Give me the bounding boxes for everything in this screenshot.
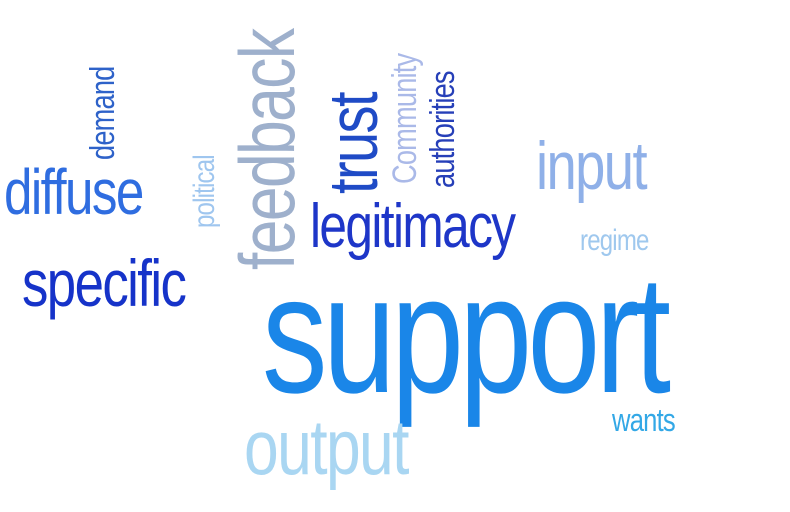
word-trust: trust <box>314 93 392 194</box>
word-community: Community <box>386 53 424 185</box>
word-demand: demand <box>84 66 122 161</box>
word-authorities: authorities <box>424 71 462 188</box>
word-specific: specific <box>22 246 187 320</box>
word-wants: wants <box>612 402 676 438</box>
word-support: support <box>262 240 671 428</box>
word-political: political <box>188 155 221 228</box>
word-output: output <box>244 403 409 491</box>
word-feedback: feedback <box>223 29 311 271</box>
word-diffuse: diffuse <box>4 156 144 228</box>
word-legitimacy: legitimacy <box>310 192 516 261</box>
word-regime: regime <box>580 224 649 257</box>
word-input: input <box>536 128 648 204</box>
